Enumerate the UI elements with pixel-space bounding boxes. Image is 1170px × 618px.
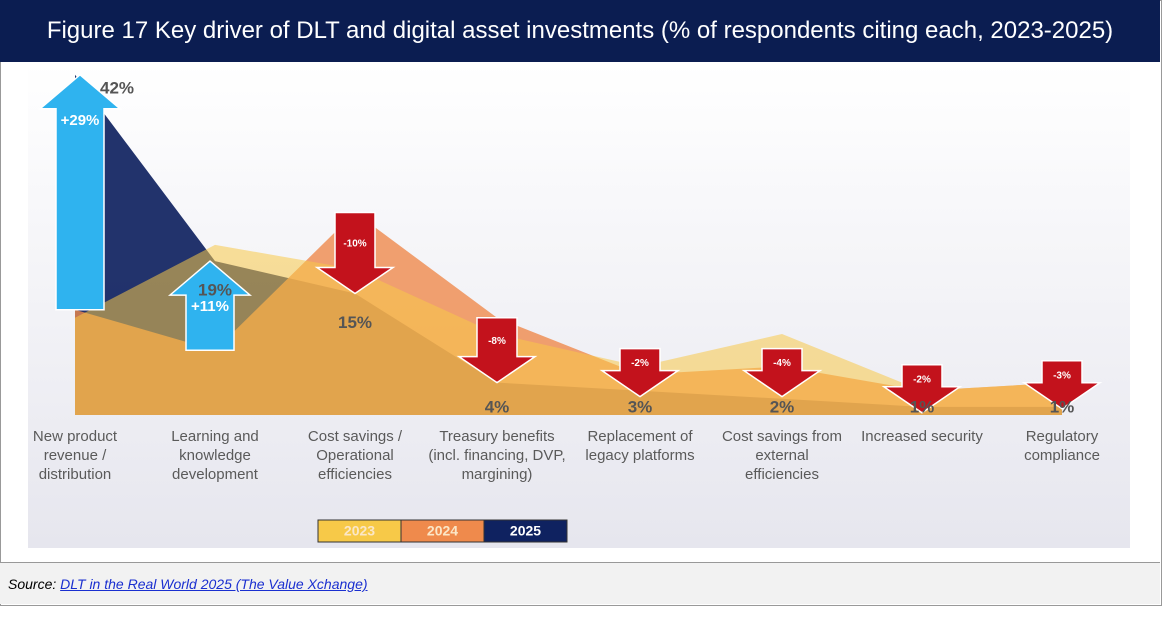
category-label: Cost savings from external efficiencies (721, 428, 843, 483)
value-label: 4% (485, 397, 510, 416)
decrease-arrow (741, 347, 823, 398)
change-label: -3% (1053, 370, 1071, 381)
legend-swatch (483, 519, 568, 543)
category-label: Increased security (861, 428, 983, 445)
category-label: Learning and knowledge development (171, 428, 259, 483)
increase-arrow (37, 73, 123, 311)
category-label: Replacement of legacy platforms (585, 428, 695, 464)
value-label: 2% (770, 397, 795, 416)
source-link[interactable]: DLT in the Real World 2025 (The Value Xc… (60, 576, 368, 592)
change-label: -2% (913, 374, 931, 385)
value-label: 3% (628, 397, 653, 416)
decrease-arrow (881, 364, 963, 414)
legend-label: 2023 (344, 523, 375, 539)
legend-label: 2024 (427, 523, 458, 539)
category-label: New product revenue / distribution (32, 428, 118, 483)
legend-label: 2025 (510, 523, 541, 539)
change-label: -10% (343, 239, 366, 250)
increase-arrow (167, 260, 253, 351)
source: Source: DLT in the Real World 2025 (The … (0, 562, 1160, 604)
change-label: +11% (191, 298, 229, 315)
category-label: Treasury benefits (incl. financing, DVP,… (428, 428, 566, 483)
change-label: -4% (773, 358, 791, 369)
figure-title: Figure 17 Key driver of DLT and digital … (0, 0, 1160, 62)
change-label: -8% (488, 336, 506, 347)
decrease-arrow (599, 347, 681, 398)
decrease-arrow (1021, 360, 1103, 410)
value-label: 15% (338, 313, 372, 332)
change-label: +29% (61, 112, 100, 129)
value-label: 1% (910, 397, 935, 416)
decrease-arrow (314, 211, 396, 295)
value-label: 42% (100, 78, 134, 97)
value-label: 19% (198, 281, 232, 300)
source-label: Source: (8, 576, 57, 592)
change-label: -2% (631, 358, 649, 369)
decrease-arrow (456, 317, 538, 384)
value-label: 1% (1050, 397, 1075, 416)
category-label: Cost savings / Operational efficiencies (307, 428, 403, 483)
category-label: Regulatory compliance (1024, 428, 1100, 464)
